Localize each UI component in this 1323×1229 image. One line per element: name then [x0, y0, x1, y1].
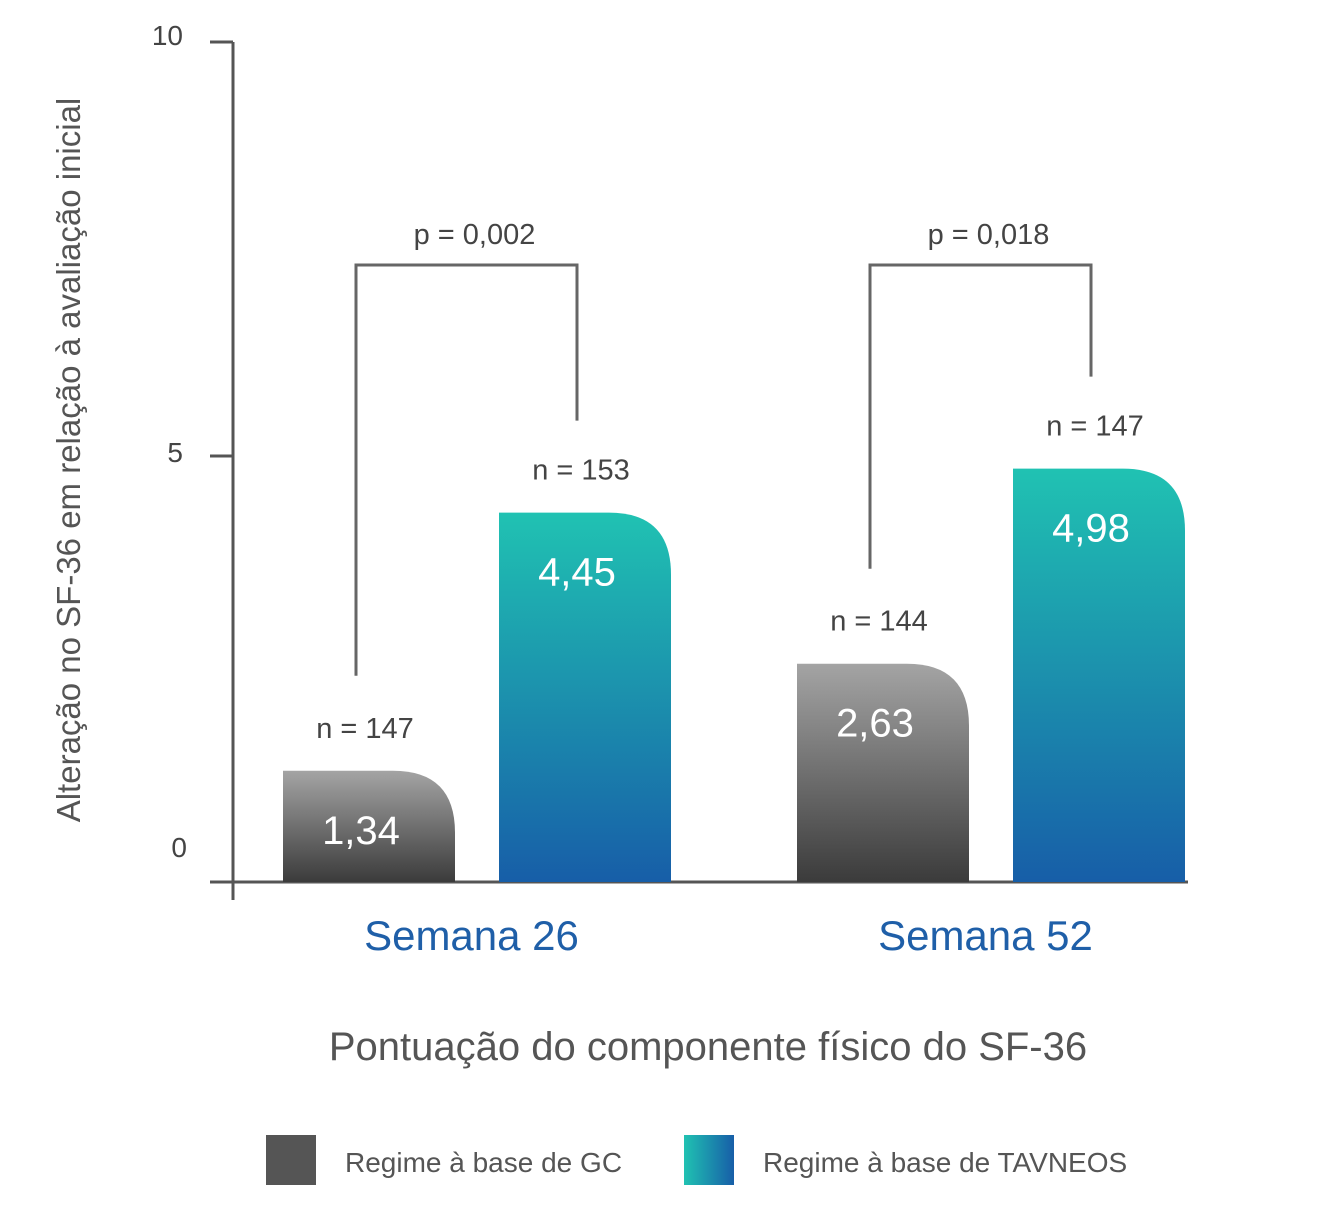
n-label-gc-semana-52: n = 144 [830, 606, 928, 638]
category-label-semana-26: Semana 26 [364, 912, 579, 959]
bar-gc-semana-52 [797, 663, 969, 882]
significance-bracket-semana-52 [868, 263, 1093, 569]
y-tick-label-0: 0 [171, 832, 187, 863]
bar-tavneos-semana-26 [499, 512, 671, 882]
y-tick-label-5: 5 [167, 437, 183, 468]
x-axis-label: Pontuação do componente físico do SF-36 [329, 1025, 1087, 1069]
value-label-tavneos-semana-26: 4,45 [538, 551, 616, 595]
category-label-semana-52: Semana 52 [878, 912, 1093, 959]
value-label-gc-semana-52: 2,63 [836, 702, 914, 746]
n-label-tavneos-semana-52: n = 147 [1046, 411, 1144, 443]
n-label-tavneos-semana-26: n = 153 [532, 455, 630, 487]
bar-tavneos-semana-52 [1013, 468, 1185, 882]
legend-swatch-gc [266, 1135, 316, 1185]
bar-gc-semana-26 [283, 770, 455, 882]
legend: Regime à base de GC Regime à base de TAV… [266, 1135, 1127, 1185]
legend-swatch-tavneos [684, 1135, 734, 1185]
legend-label-gc: Regime à base de GC [345, 1147, 622, 1178]
p-value-label-semana-26: p = 0,002 [414, 219, 536, 251]
value-label-gc-semana-26: 1,34 [322, 809, 400, 853]
y-axis-label: Alteração no SF-36 em relação à avaliaçã… [50, 98, 87, 823]
legend-label-tavneos: Regime à base de TAVNEOS [763, 1147, 1127, 1178]
value-label-tavneos-semana-52: 4,98 [1052, 507, 1130, 551]
y-tick-label-10: 10 [152, 20, 183, 51]
p-value-label-semana-52: p = 0,018 [928, 219, 1050, 251]
n-label-gc-semana-26: n = 147 [316, 713, 414, 745]
significance-bracket-semana-26 [354, 263, 579, 676]
